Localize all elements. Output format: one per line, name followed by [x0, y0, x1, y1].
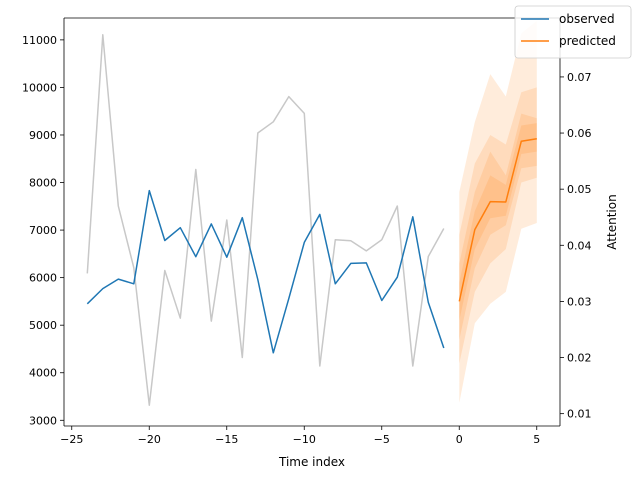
x-axis-label: Time index: [278, 455, 345, 469]
confidence-band-1: [459, 20, 537, 403]
left-y-tick-label: 8000: [29, 177, 57, 190]
confidence-band-3: [459, 113, 537, 340]
left-y-tick-label: 9000: [29, 129, 57, 142]
x-tick-label: 5: [533, 433, 540, 446]
x-tick-label: −20: [138, 433, 161, 446]
series-lines: [86, 34, 537, 406]
right-y-tick-label: 0.05: [567, 183, 592, 196]
observed-line: [86, 189, 445, 354]
left-y-tick-label: 6000: [29, 272, 57, 285]
x-tick-label: −15: [215, 433, 238, 446]
right-y-tick-label: 0.01: [567, 408, 592, 421]
right-y-tick-label: 0.02: [567, 352, 592, 365]
right-y-tick-label: 0.03: [567, 295, 592, 308]
legend-label-observed: observed: [559, 12, 615, 26]
left-y-tick-label: 4000: [29, 367, 57, 380]
x-tick-label: −5: [374, 433, 390, 446]
right-y-axis-label: Attention: [605, 194, 619, 249]
left-y-tick-label: 5000: [29, 319, 57, 332]
left-y-tick-label: 10000: [22, 81, 57, 94]
left-y-tick-label: 11000: [22, 34, 57, 47]
attention-line: [86, 34, 445, 406]
right-y-tick-label: 0.06: [567, 127, 592, 140]
right-y-tick-label: 0.07: [567, 71, 592, 84]
left-y-tick-label: 7000: [29, 224, 57, 237]
legend-label-predicted: predicted: [559, 34, 616, 48]
confidence-band-4: [459, 123, 537, 321]
predicted-line: [458, 138, 537, 302]
x-tick-label: 0: [456, 433, 463, 446]
x-tick-label: −10: [293, 433, 316, 446]
x-tick-label: −25: [60, 433, 83, 446]
legend: observed predicted: [514, 5, 632, 59]
left-y-tick-label: 3000: [29, 414, 57, 427]
right-y-tick-label: 0.04: [567, 239, 592, 252]
axes: −25 −20 −15 −10 −5 0 5 3000 4000 5000 6000 7000 8000…: [22, 17, 592, 446]
